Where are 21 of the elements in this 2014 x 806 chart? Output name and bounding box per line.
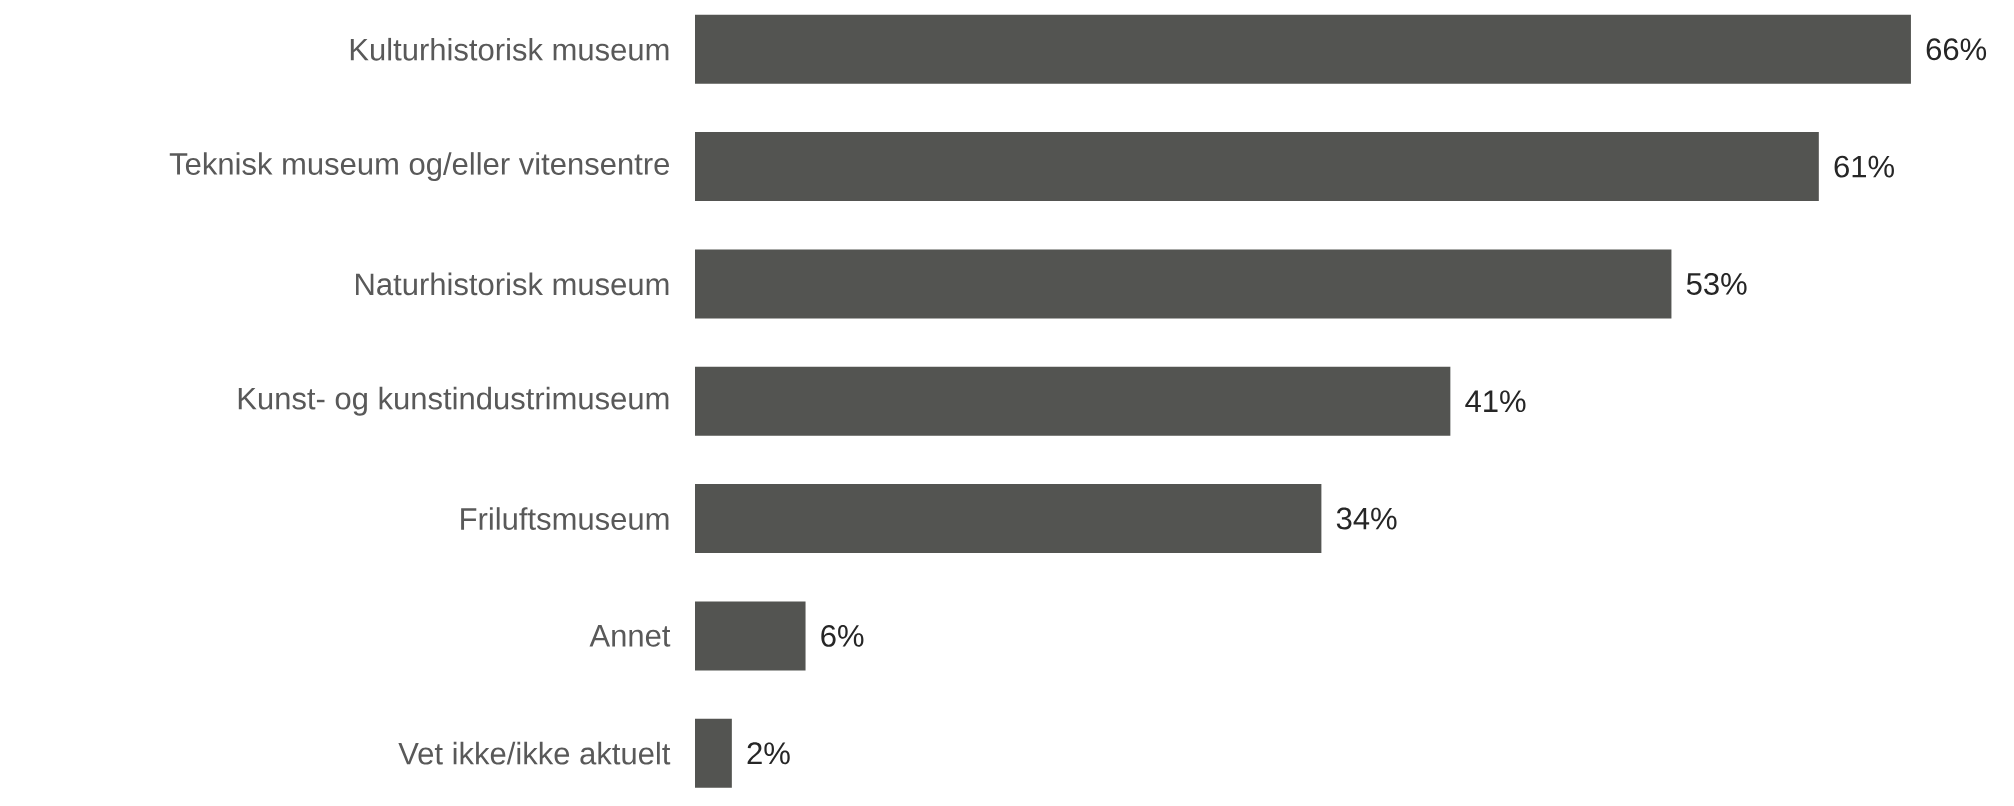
bar (695, 484, 1322, 554)
data-label: 41% (1465, 390, 1526, 413)
y-tick-label: Naturhistorisk museum (356, 272, 669, 296)
data-label: 2% (747, 742, 790, 765)
bar (695, 718, 732, 788)
bar (695, 366, 1451, 436)
y-tick-label: Kulturhistorisk museum (350, 37, 669, 61)
data-label: 6% (821, 624, 864, 647)
data-label: 61% (1834, 155, 1894, 178)
y-tick-label: Teknisk museum og/eller vitensentre (169, 152, 669, 182)
bar (695, 14, 1911, 84)
y-tick-label: Kunst- og kunstindustrimuseum (238, 386, 669, 416)
bar (695, 132, 1819, 202)
bar (695, 601, 806, 671)
y-tick-label: Friluftsmuseum (461, 507, 669, 530)
bar (695, 249, 1672, 319)
y-tick-label: Vet ikke/ikke aktuelt (398, 741, 671, 765)
data-label: 53% (1686, 272, 1747, 295)
y-tick-label: Annet (589, 625, 671, 647)
data-label: 34% (1336, 507, 1397, 530)
data-label: 66% (1926, 38, 1987, 61)
